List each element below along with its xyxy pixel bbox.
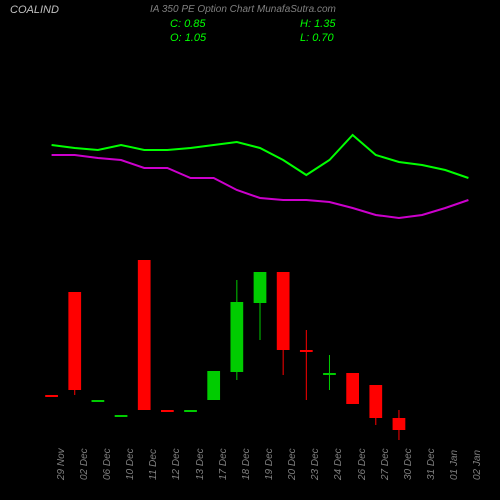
chart-subtitle: IA 350 PE Option Chart MunafaSutra.com (150, 4, 336, 15)
x-axis-tick: 01 Jan (449, 450, 460, 480)
x-axis-tick: 29 Nov (56, 448, 67, 480)
x-axis-tick: 24 Dec (333, 448, 344, 480)
x-axis-tick: 27 Dec (380, 448, 391, 480)
x-axis-tick: 23 Dec (310, 448, 321, 480)
x-axis-tick: 19 Dec (264, 448, 275, 480)
ticker-symbol: COALIND (10, 4, 59, 16)
x-axis-tick: 10 Dec (125, 448, 136, 480)
x-axis-tick: 31 Dec (426, 448, 437, 480)
chart-area: 29 Nov02 Dec06 Dec10 Dec11 Dec12 Dec13 D… (40, 40, 480, 440)
x-axis-tick: 11 Dec (148, 449, 159, 480)
x-axis-tick: 30 Dec (403, 448, 414, 480)
x-axis-tick: 02 Jan (472, 450, 483, 480)
x-axis-tick: 26 Dec (357, 448, 368, 480)
x-axis-tick: 06 Dec (102, 448, 113, 480)
x-axis-tick: 12 Dec (171, 448, 182, 480)
x-axis-tick: 20 Dec (287, 448, 298, 480)
x-axis-tick: 17 Dec (218, 448, 229, 480)
x-axis-tick: 13 Dec (195, 448, 206, 480)
x-axis-tick: 02 Dec (79, 448, 90, 480)
close-label: C: 0.85 (170, 18, 205, 30)
high-label: H: 1.35 (300, 18, 335, 30)
x-axis-tick: 18 Dec (241, 448, 252, 480)
chart-svg (40, 40, 480, 440)
